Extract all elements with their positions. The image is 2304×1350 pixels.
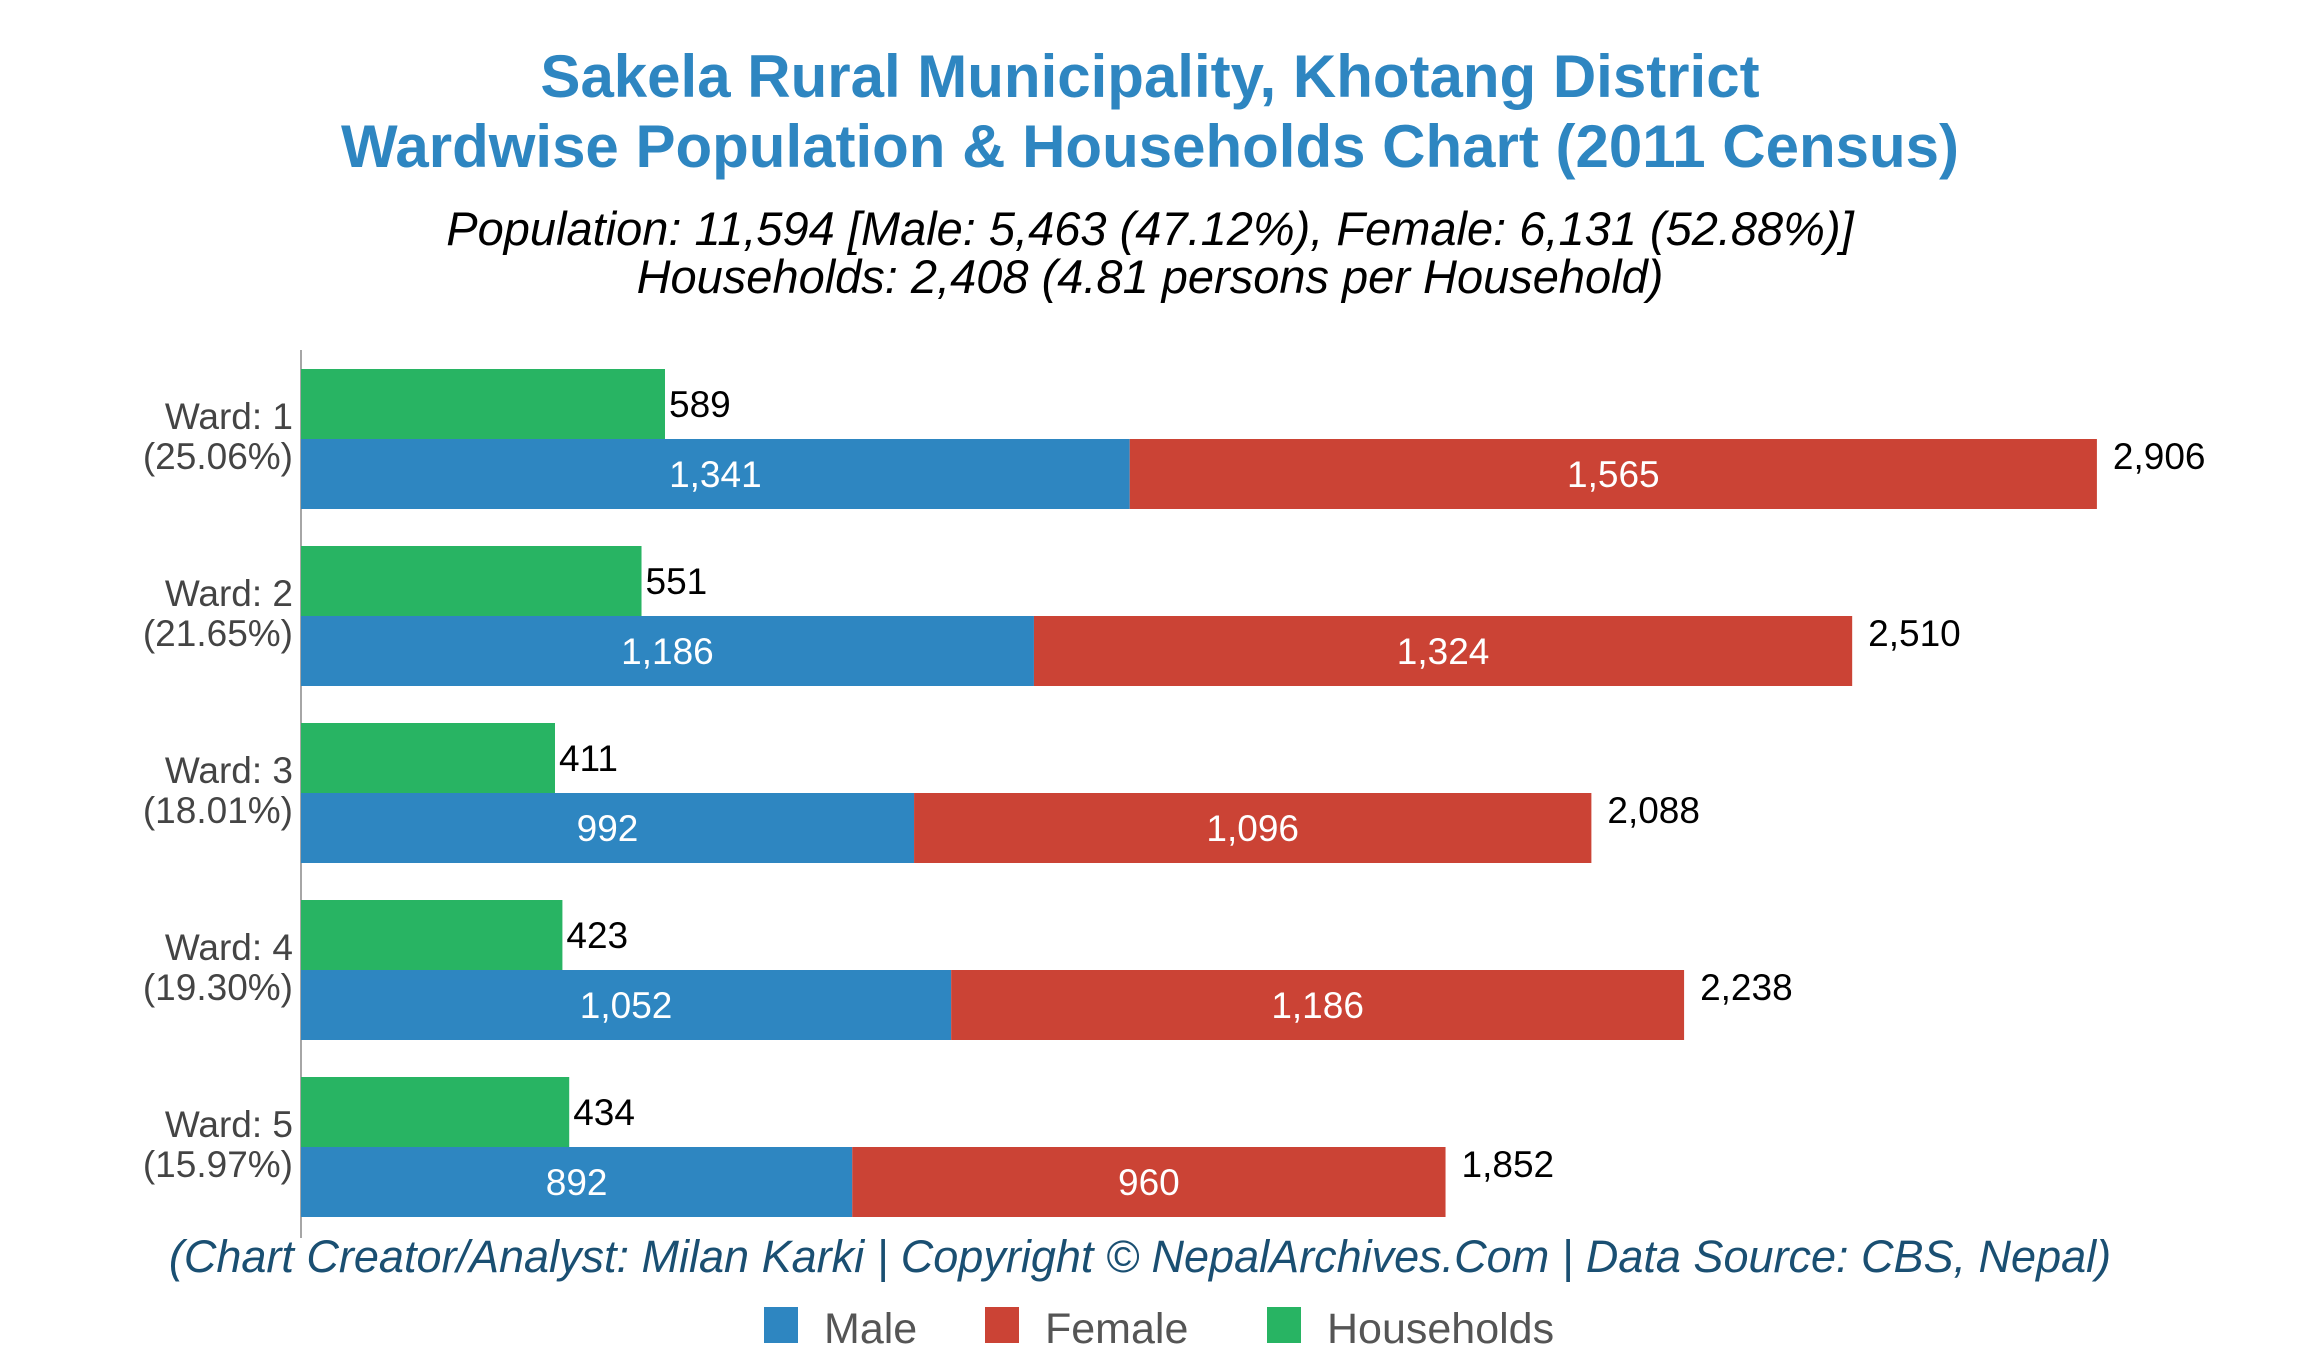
legend-label-female: Female <box>1045 1305 1188 1350</box>
female-bar <box>852 1147 1446 1217</box>
female-bar <box>1033 616 1853 686</box>
total-value-label: 1,852 <box>1462 1144 1555 1185</box>
ward-share-label: (15.97%) <box>143 1144 293 1185</box>
ward-label: Ward: 4 <box>165 927 293 968</box>
male-value-label: 1,186 <box>621 631 714 672</box>
legend-label-households: Households <box>1327 1305 1554 1350</box>
male-bar <box>301 616 1034 686</box>
male-value-label: 1,052 <box>580 985 673 1026</box>
male-bar <box>301 1147 853 1217</box>
chart-subtitle: Population: 11,594 [Male: 5,463 (47.12%)… <box>446 202 1854 255</box>
total-value-label: 2,906 <box>2113 436 2206 477</box>
chart-subtitle-line2: Households: 2,408 (4.81 persons per Hous… <box>637 250 1664 303</box>
male-value-label: 1,341 <box>669 454 762 495</box>
female-value-label: 1,186 <box>1271 985 1364 1026</box>
households-bar <box>301 723 555 793</box>
ward-share-label: (19.30%) <box>143 967 293 1008</box>
ward-share-label: (18.01%) <box>143 790 293 831</box>
ward-label: Ward: 5 <box>165 1104 293 1145</box>
households-bar <box>301 900 563 970</box>
households-value-label: 411 <box>559 738 618 779</box>
female-value-label: 1,324 <box>1397 631 1490 672</box>
total-value-label: 2,088 <box>1607 790 1700 831</box>
ward-label: Ward: 1 <box>165 396 293 437</box>
female-value-label: 1,096 <box>1206 808 1299 849</box>
legend-swatch-male <box>764 1307 798 1343</box>
households-bar <box>301 546 642 616</box>
households-value-label: 589 <box>669 384 731 425</box>
ward-share-label: (25.06%) <box>143 436 293 477</box>
legend-swatch-female <box>985 1307 1019 1343</box>
total-value-label: 2,238 <box>1700 967 1793 1008</box>
female-bar <box>1129 439 2097 509</box>
female-value-label: 1,565 <box>1567 454 1660 495</box>
female-value-label: 960 <box>1118 1162 1180 1203</box>
households-bar <box>301 369 666 439</box>
ward-label: Ward: 3 <box>165 750 293 791</box>
ward-label: Ward: 2 <box>165 573 293 614</box>
legend-swatch-households <box>1267 1307 1301 1343</box>
male-value-label: 892 <box>546 1162 608 1203</box>
chart-title-line2: Wardwise Population & Households Chart (… <box>341 113 1959 180</box>
ward-share-label: (21.65%) <box>143 613 293 654</box>
households-value-label: 434 <box>573 1092 635 1133</box>
chart-title: Sakela Rural Municipality, Khotang Distr… <box>540 43 1759 110</box>
male-value-label: 992 <box>577 808 639 849</box>
female-bar <box>914 793 1592 863</box>
households-value-label: 551 <box>646 561 708 602</box>
male-bar <box>301 439 1130 509</box>
male-bar <box>301 793 915 863</box>
chart-footer: (Chart Creator/Analyst: Milan Karki | Co… <box>169 1231 2111 1282</box>
households-bar <box>301 1077 570 1147</box>
households-value-label: 423 <box>566 915 628 956</box>
male-bar <box>301 970 952 1040</box>
female-bar <box>951 970 1685 1040</box>
legend-label-male: Male <box>824 1305 917 1350</box>
total-value-label: 2,510 <box>1868 613 1961 654</box>
